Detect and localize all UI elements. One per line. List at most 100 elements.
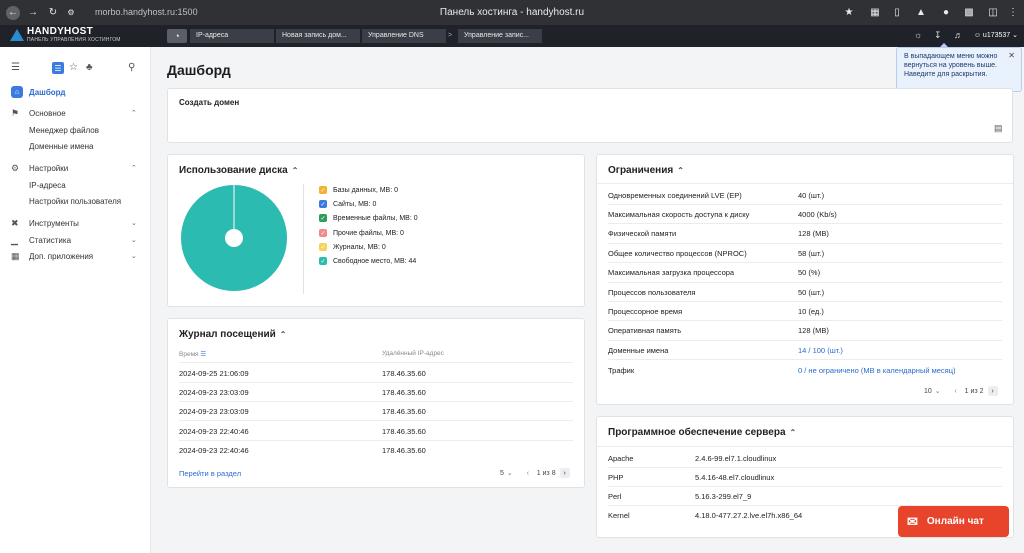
cell-value[interactable]: 14 / 100 (шт.): [798, 345, 843, 355]
table-row: Perl 5.16.3-299.el7_9: [608, 487, 1002, 506]
extension-icon[interactable]: ▯: [894, 6, 900, 18]
apps-filter-icon[interactable]: ♣: [86, 62, 93, 73]
chevron-down-icon: ⌄: [131, 237, 137, 244]
legend-item-logs[interactable]: ✓ Журналы, MB: 0: [319, 243, 386, 251]
tab-dns-management[interactable]: Управление DNS: [362, 29, 446, 43]
search-icon[interactable]: ⚲: [128, 62, 136, 73]
page-size-select[interactable]: 5: [500, 469, 504, 477]
cell-value: 40 (шт.): [798, 190, 825, 200]
address-bar[interactable]: morbo.handyhost.ru:1500: [95, 7, 198, 17]
total-pages: 2: [979, 387, 984, 395]
tab-ip-addresses[interactable]: IP-адреса: [190, 29, 274, 43]
apps-icon: ▦: [11, 250, 20, 261]
menu-icon[interactable]: ⋮: [1008, 6, 1018, 18]
cell-label: Perl: [608, 491, 622, 501]
reload-icon[interactable]: ↻: [48, 7, 58, 18]
disk-usage-title-text: Использование диска: [179, 165, 288, 176]
go-to-section-link[interactable]: Перейти в раздел: [179, 469, 242, 478]
cell-time: 2024-09-23 23:03:09: [179, 387, 249, 397]
next-page-icon[interactable]: ›: [987, 386, 998, 396]
cell-label: Трафик: [608, 365, 635, 375]
sidebar-item-statistics[interactable]: ▁ Статистика ⌄: [0, 233, 151, 247]
sidebar-item-user-settings[interactable]: Настройки пользователя: [0, 194, 151, 208]
table-row: Оперативная память 128 (MB): [608, 322, 1002, 341]
visits-log-title[interactable]: Журнал посещений ⌃: [179, 329, 287, 340]
legend-item-sites[interactable]: ✓ Сайты, MB: 0: [319, 200, 376, 208]
hamburger-icon[interactable]: ☰: [11, 62, 20, 73]
limits-title[interactable]: Ограничения ⌃: [608, 165, 684, 176]
extension-icon[interactable]: ●: [942, 6, 950, 18]
next-page-icon[interactable]: ›: [559, 468, 570, 478]
prev-page-icon[interactable]: ‹: [526, 469, 529, 477]
table-row: Физической памяти 128 (MB): [608, 225, 1002, 244]
tab-record-management[interactable]: Управление запис...: [458, 29, 542, 43]
close-icon[interactable]: ✕: [1008, 51, 1015, 60]
sidebar-item-dashboard[interactable]: ⌂ Дашборд: [0, 85, 151, 99]
gauge-icon: ◔: [174, 31, 180, 41]
bell-icon[interactable]: ♬: [954, 30, 963, 40]
theme-sun-icon[interactable]: ☼: [914, 30, 923, 40]
prev-page-icon[interactable]: ‹: [954, 387, 957, 395]
bookmark-icon[interactable]: ★: [844, 6, 854, 18]
extension-icon[interactable]: ▦: [870, 6, 880, 18]
cell-ip: 178.46.35.60: [382, 368, 426, 378]
table-row: Доменные имена 14 / 100 (шт.): [608, 341, 1002, 361]
disk-usage-title[interactable]: Использование диска ⌃: [179, 165, 298, 176]
divider: [303, 184, 304, 294]
star-icon[interactable]: ☆: [69, 62, 78, 73]
sidebar-item-label: Настройки: [29, 163, 69, 173]
legend-item-temp-files[interactable]: ✓ Временные файлы, MB: 0: [319, 214, 418, 222]
table-row: Трафик 0 / не ограничено (MB в календарны…: [608, 361, 1002, 380]
cell-label: Оперативная память: [608, 326, 682, 336]
site-info-icon[interactable]: ⚙: [67, 8, 75, 17]
extension-icon[interactable]: ▲: [916, 6, 926, 18]
dashboard-home-button[interactable]: ◔: [167, 29, 187, 43]
logo[interactable]: HANDYHOST ПАНЕЛЬ УПРАВЛЕНИЯ ХОСТИНГОМ: [10, 27, 121, 43]
table-row: Apache 2.4.6-99.el7.1.cloudlinux: [608, 449, 1002, 468]
cell-value[interactable]: 0 / не ограничено (MB в календарный меся…: [798, 365, 956, 375]
software-title[interactable]: Программное обеспечение сервера ⌃: [608, 427, 796, 438]
visits-pagination: 5 ⌄ ‹ 1 из 8 ›: [500, 468, 570, 478]
sidebar-item-extra-apps[interactable]: ▦ Доп. приложения ⌄: [0, 249, 151, 263]
legend-item-other-files[interactable]: ✓ Прочие файлы, MB: 0: [319, 229, 404, 237]
chat-label: Онлайн чат: [926, 516, 984, 527]
sidebar-item-file-manager[interactable]: Менеджер файлов: [0, 123, 151, 137]
checkbox-checked-icon: ✓: [319, 257, 327, 265]
legend-item-databases[interactable]: ✓ Базы данных, MB: 0: [319, 186, 398, 194]
sidebar-item-domains[interactable]: Доменные имена: [0, 139, 151, 153]
user-menu[interactable]: ☺ u173537 ⌄: [973, 32, 1018, 39]
forward-icon[interactable]: →: [28, 7, 38, 18]
home-icon: ⌂: [11, 86, 23, 98]
sidebar-item-settings[interactable]: ⚙ Настройки ⌃: [0, 161, 151, 175]
sidebar-toggle-icon[interactable]: ◫: [988, 6, 998, 18]
back-icon[interactable]: ←: [6, 5, 20, 20]
legend-label: Временные файлы, MB: 0: [333, 214, 418, 222]
sidebar-item-tools[interactable]: ✖ Инструменты ⌄: [0, 216, 151, 230]
software-title-text: Программное обеспечение сервера: [608, 427, 786, 438]
app-header: HANDYHOST ПАНЕЛЬ УПРАВЛЕНИЯ ХОСТИНГОМ ◔ …: [0, 25, 1024, 47]
legend-item-free-space[interactable]: ✓ Свободное место, MB: 44: [319, 257, 416, 265]
sidebar-item-ip-addresses[interactable]: IP-адреса: [0, 178, 151, 192]
cell-value: 128 (MB): [798, 229, 829, 239]
cell-ip: 178.46.35.60: [382, 387, 426, 397]
create-domain-title[interactable]: Создать домен: [179, 98, 240, 107]
cell-time: 2024-09-23 23:03:09: [179, 406, 249, 416]
console-icon[interactable]: ▤: [994, 123, 1003, 133]
column-header-time[interactable]: Время ☰: [179, 350, 206, 358]
table-row: 2024-09-23 22:40:46 178.46.35.60: [179, 441, 573, 460]
chevron-down-icon[interactable]: ⌄: [934, 388, 941, 395]
tab-new-domain-record[interactable]: Новая запись дом...: [276, 29, 360, 43]
sidebar-item-label: Дашборд: [29, 87, 66, 97]
list-view-icon[interactable]: ☰: [52, 62, 64, 74]
cell-time: 2024-09-25 21:06:09: [179, 368, 249, 378]
sidebar-item-main[interactable]: ⚑ Основное ⌃: [0, 106, 151, 120]
extensions-puzzle-icon[interactable]: ▩: [964, 6, 974, 18]
page-size-select[interactable]: 10: [924, 387, 932, 395]
download-icon[interactable]: ↧: [934, 30, 942, 40]
chevron-down-icon[interactable]: ⌄: [506, 470, 513, 477]
sort-icon[interactable]: ☰: [200, 351, 207, 358]
table-row: 2024-09-23 22:40:46 178.46.35.60: [179, 422, 573, 441]
online-chat-button[interactable]: ✉ Онлайн чат: [898, 506, 1009, 537]
table-row: Максимальная загрузка процессора 50 (%): [608, 264, 1002, 283]
chat-bubble-icon: ✉: [907, 513, 918, 529]
